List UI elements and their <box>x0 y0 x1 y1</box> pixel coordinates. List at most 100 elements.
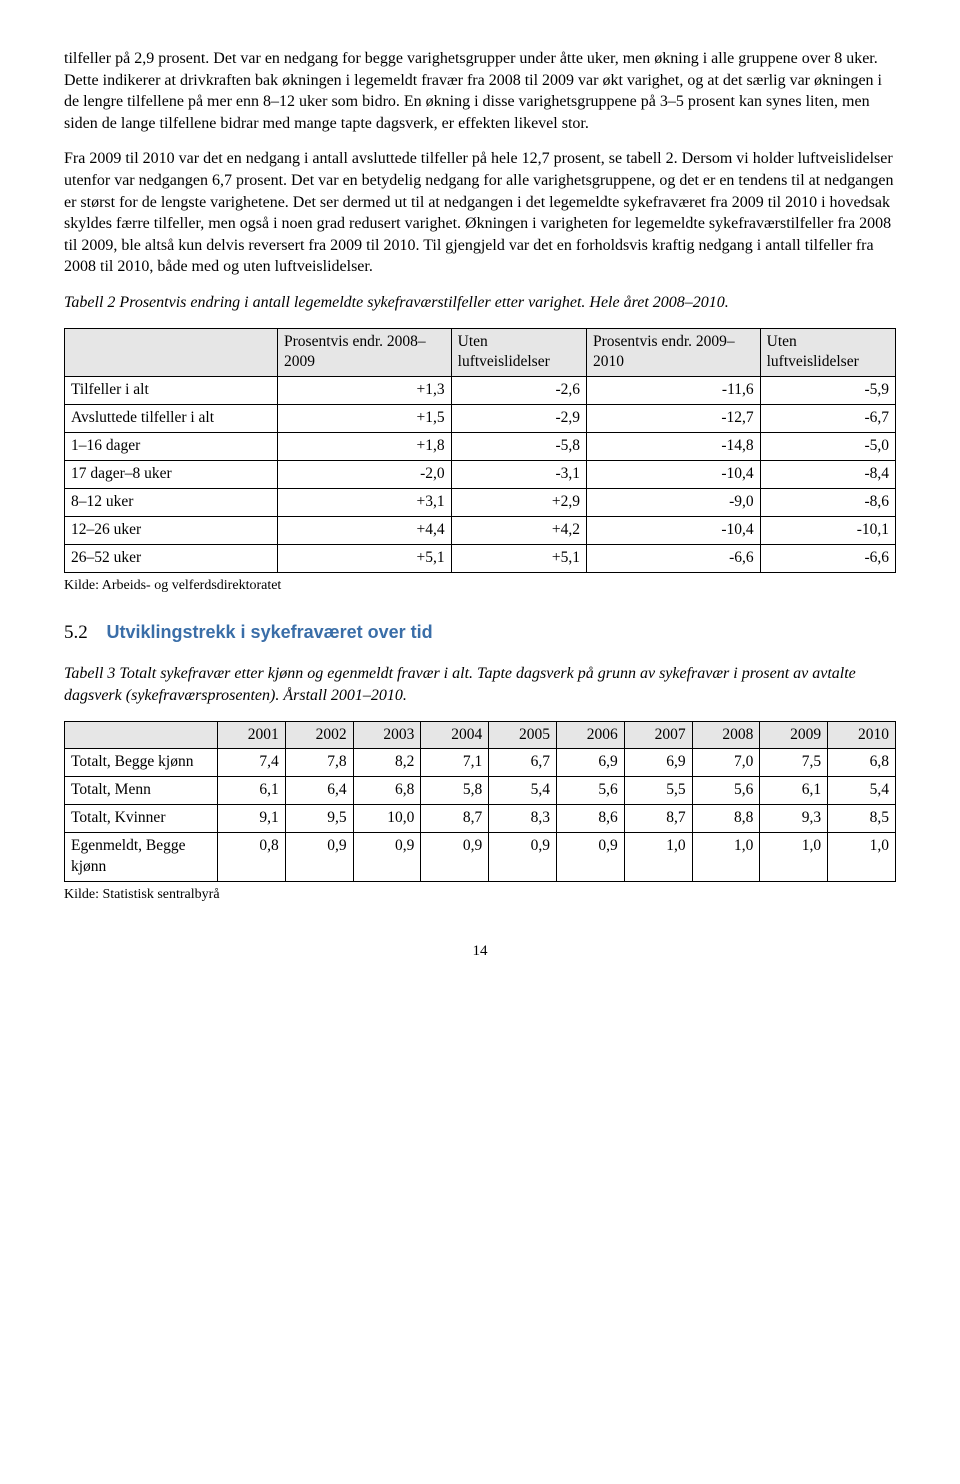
table-cell: -9,0 <box>586 489 760 517</box>
table-cell: 6,4 <box>285 777 353 805</box>
table3-source: Kilde: Statistisk sentralbyrå <box>64 886 896 905</box>
table-cell: 6,9 <box>624 749 692 777</box>
table-row: Avsluttede tilfeller i alt+1,5-2,9-12,7-… <box>65 405 896 433</box>
table3-header-cell: 2009 <box>760 721 828 749</box>
table-row: 12–26 uker+4,4+4,2-10,4-10,1 <box>65 516 896 544</box>
table-cell: 5,6 <box>556 777 624 805</box>
table3-header-cell: 2006 <box>556 721 624 749</box>
table-cell: +5,1 <box>278 544 452 572</box>
table2-header-cell: Uten luftveislidelser <box>451 328 586 377</box>
table-cell: -3,1 <box>451 461 586 489</box>
table-cell: 1–16 dager <box>65 433 278 461</box>
table-cell: 10,0 <box>353 805 421 833</box>
table-cell: 0,9 <box>421 833 489 882</box>
table-cell: -2,6 <box>451 377 586 405</box>
table-cell: 8,3 <box>489 805 557 833</box>
table-cell: Totalt, Menn <box>65 777 218 805</box>
table3-header-cell: 2003 <box>353 721 421 749</box>
table-row: 1–16 dager+1,8-5,8-14,8-5,0 <box>65 433 896 461</box>
table-cell: +1,3 <box>278 377 452 405</box>
table-cell: +4,4 <box>278 516 452 544</box>
table-cell: +5,1 <box>451 544 586 572</box>
table-cell: +4,2 <box>451 516 586 544</box>
table-row: 17 dager–8 uker-2,0-3,1-10,4-8,4 <box>65 461 896 489</box>
table-cell: 5,4 <box>489 777 557 805</box>
table-cell: -14,8 <box>586 433 760 461</box>
table3-header-row: 2001 2002 2003 2004 2005 2006 2007 2008 … <box>65 721 896 749</box>
table3-header-cell: 2008 <box>692 721 760 749</box>
table-cell: 8,6 <box>556 805 624 833</box>
table-cell: -5,9 <box>760 377 895 405</box>
table-row: Totalt, Begge kjønn7,47,88,27,16,76,96,9… <box>65 749 896 777</box>
table2-caption: Tabell 2 Prosentvis endring i antall leg… <box>64 292 896 314</box>
table-cell: -8,4 <box>760 461 895 489</box>
table-row: Totalt, Kvinner9,19,510,08,78,38,68,78,8… <box>65 805 896 833</box>
table-row: Egenmeldt, Begge kjønn0,80,90,90,90,90,9… <box>65 833 896 882</box>
table-cell: 6,9 <box>556 749 624 777</box>
table3-header-cell: 2010 <box>828 721 896 749</box>
table-cell: 7,1 <box>421 749 489 777</box>
table-cell: 9,3 <box>760 805 828 833</box>
table-row: 8–12 uker+3,1+2,9-9,0-8,6 <box>65 489 896 517</box>
table3-header-cell: 2005 <box>489 721 557 749</box>
table-cell: 0,9 <box>285 833 353 882</box>
table-cell: 1,0 <box>760 833 828 882</box>
table3-header-cell: 2004 <box>421 721 489 749</box>
section-heading: 5.2 Utviklingstrekk i sykefraværet over … <box>64 620 896 646</box>
section-number: 5.2 <box>64 622 88 643</box>
table-cell: -12,7 <box>586 405 760 433</box>
table-cell: -8,6 <box>760 489 895 517</box>
table-cell: Egenmeldt, Begge kjønn <box>65 833 218 882</box>
table2-source: Kilde: Arbeids- og velferdsdirektoratet <box>64 577 896 596</box>
table-cell: 7,0 <box>692 749 760 777</box>
page-number: 14 <box>64 941 896 961</box>
table2-header-cell: Prosentvis endr. 2008–2009 <box>278 328 452 377</box>
table-cell: 6,8 <box>353 777 421 805</box>
table-row: Tilfeller i alt+1,3-2,6-11,6-5,9 <box>65 377 896 405</box>
table-cell: +1,8 <box>278 433 452 461</box>
table-cell: 8,8 <box>692 805 760 833</box>
table-cell: Tilfeller i alt <box>65 377 278 405</box>
table-cell: 7,4 <box>218 749 286 777</box>
table3: 2001 2002 2003 2004 2005 2006 2007 2008 … <box>64 721 896 883</box>
table-cell: 8,2 <box>353 749 421 777</box>
table-cell: -5,8 <box>451 433 586 461</box>
table-cell: Totalt, Begge kjønn <box>65 749 218 777</box>
table-cell: 0,8 <box>218 833 286 882</box>
table-cell: 9,1 <box>218 805 286 833</box>
table-cell: -2,0 <box>278 461 452 489</box>
table-cell: 6,7 <box>489 749 557 777</box>
table3-header-cell: 2007 <box>624 721 692 749</box>
table-cell: -10,4 <box>586 516 760 544</box>
section-title: Utviklingstrekk i sykefraværet over tid <box>107 622 433 642</box>
table-cell: 6,1 <box>218 777 286 805</box>
table-cell: 8,7 <box>624 805 692 833</box>
body-paragraph-2: Fra 2009 til 2010 var det en nedgang i a… <box>64 148 896 278</box>
table3-header-cell <box>65 721 218 749</box>
table-cell: 8–12 uker <box>65 489 278 517</box>
table-cell: 5,8 <box>421 777 489 805</box>
table-cell: -11,6 <box>586 377 760 405</box>
table2-header-cell: Uten luftveislidelser <box>760 328 895 377</box>
table-cell: 1,0 <box>692 833 760 882</box>
table-cell: 7,8 <box>285 749 353 777</box>
table2-header-cell <box>65 328 278 377</box>
table3-caption: Tabell 3 Totalt sykefravær etter kjønn o… <box>64 663 896 706</box>
table-cell: 0,9 <box>556 833 624 882</box>
table-cell: -10,4 <box>586 461 760 489</box>
table-row: Totalt, Menn6,16,46,85,85,45,65,55,66,15… <box>65 777 896 805</box>
body-paragraph-1: tilfeller på 2,9 prosent. Det var en ned… <box>64 48 896 134</box>
table-cell: 12–26 uker <box>65 516 278 544</box>
table2-header-row: Prosentvis endr. 2008–2009 Uten luftveis… <box>65 328 896 377</box>
table-cell: Avsluttede tilfeller i alt <box>65 405 278 433</box>
table-cell: -5,0 <box>760 433 895 461</box>
table3-header-cell: 2002 <box>285 721 353 749</box>
table-cell: -6,6 <box>586 544 760 572</box>
table-cell: -10,1 <box>760 516 895 544</box>
table-cell: 5,6 <box>692 777 760 805</box>
table-cell: 0,9 <box>489 833 557 882</box>
table-cell: 17 dager–8 uker <box>65 461 278 489</box>
table3-header-cell: 2001 <box>218 721 286 749</box>
table-cell: Totalt, Kvinner <box>65 805 218 833</box>
table-cell: 6,8 <box>828 749 896 777</box>
